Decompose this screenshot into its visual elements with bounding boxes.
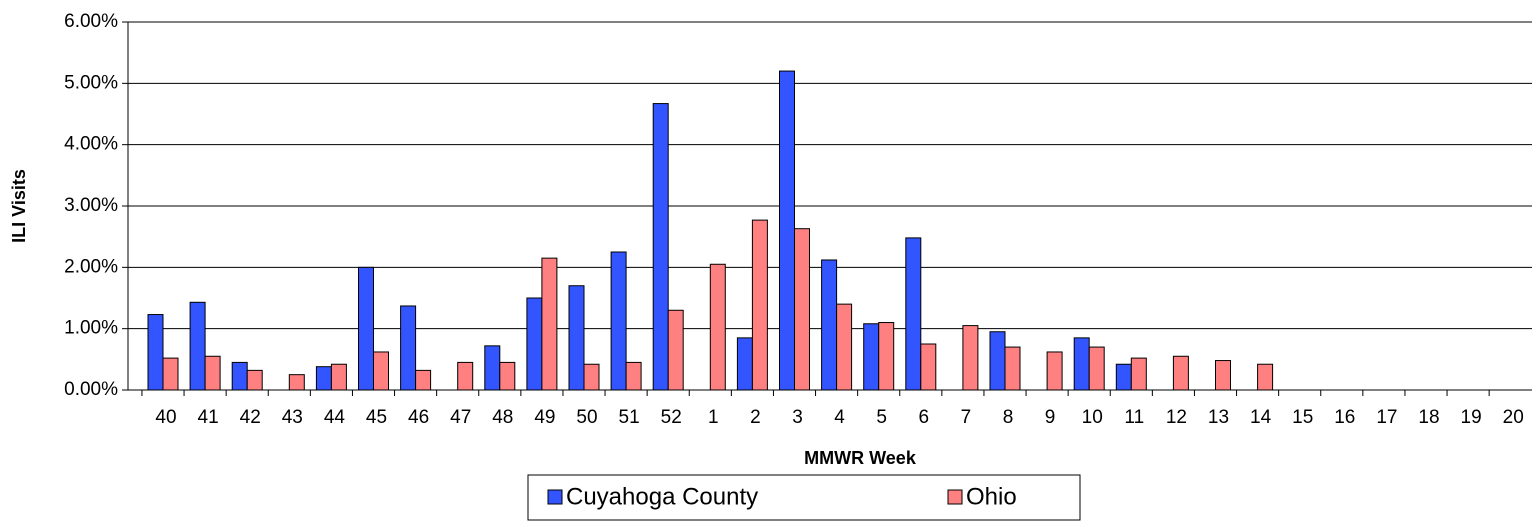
x-tick-label: 44 [324,407,346,428]
bar [652,103,669,391]
bar [751,219,768,391]
x-tick-label: 4 [834,407,845,428]
x-tick-label: 8 [1003,407,1014,428]
x-tick-label: 12 [1166,407,1187,428]
x-tick-label: 18 [1418,407,1439,428]
x-tick-label: 40 [155,407,176,428]
bar [315,366,332,391]
legend [527,474,1081,521]
legend-label: Ohio [966,483,1017,510]
y-tick-label: 3.00% [64,195,118,216]
x-tick-label: 13 [1208,407,1229,428]
bar [1088,346,1105,391]
y-axis-title: ILI Visits [9,169,29,243]
bar [358,266,374,391]
legend-swatch [547,489,563,505]
bar [526,297,543,391]
x-tick-label: 46 [408,407,429,428]
x-tick-label: 48 [492,407,513,428]
bar [610,251,627,391]
x-tick-label: 11 [1124,407,1144,428]
bar [1257,363,1274,391]
y-tick-label: 5.00% [64,72,118,93]
x-tick-label: 9 [1045,407,1056,428]
x-tick-label: 49 [534,407,555,428]
x-tick-label: 2 [750,407,761,428]
bar [1004,346,1021,391]
bar [709,263,726,391]
bar [330,363,347,391]
bar [1172,355,1189,391]
x-axis-title: MMWR Week [804,448,917,468]
bar [905,237,922,391]
bar [1115,363,1132,391]
y-tick-label: 2.00% [64,256,118,277]
y-tick-label: 0.00% [64,379,118,400]
x-tick-label: 43 [282,407,303,428]
bar [147,314,164,391]
y-tick-label: 1.00% [64,318,118,339]
bar [204,355,221,391]
bar [863,323,880,391]
x-tick-label: 7 [961,407,972,428]
bar [583,363,600,391]
bar [373,351,389,391]
x-tick-label: 10 [1082,407,1103,428]
bar [189,301,206,391]
y-tick-label: 6.00% [64,11,118,32]
bar [736,337,753,391]
bar [920,343,937,391]
x-tick-label: 41 [198,407,219,428]
x-tick-label: 47 [450,407,471,428]
x-tick-label: 14 [1250,407,1272,428]
bar [400,305,417,391]
bar [231,361,248,391]
bar [667,309,684,391]
x-tick-label: 42 [240,407,261,428]
x-tick-label: 6 [919,407,930,428]
x-tick-label: 51 [619,407,640,428]
x-tick-label: 45 [366,407,387,428]
bar [625,361,642,391]
legend-swatch [947,489,963,505]
x-tick-label: 16 [1334,407,1355,428]
bar [541,257,558,391]
bar [162,357,179,391]
x-tick-label: 1 [708,407,719,428]
bar [836,303,853,391]
bar [288,374,305,391]
bar [484,345,501,391]
bar [246,369,263,391]
legend-label: Cuyahoga County [566,483,758,510]
x-tick-label: 5 [876,407,887,428]
x-tick-label: 19 [1461,407,1482,428]
bar [821,259,838,391]
bar [1130,357,1147,391]
bar [779,70,795,391]
x-tick-label: 52 [661,407,682,428]
bar [415,369,432,391]
bar [568,285,585,391]
bar [794,228,810,391]
x-tick-label: 15 [1292,407,1313,428]
x-tick-label: 17 [1376,407,1397,428]
bar [457,361,474,391]
bar [1215,360,1231,391]
bar [1073,337,1090,391]
x-tick-label: 50 [576,407,597,428]
bar [1046,351,1063,391]
bar [962,325,979,391]
x-tick-label: 20 [1503,407,1524,428]
bar [878,322,895,391]
y-tick-label: 4.00% [64,134,118,155]
bar [989,331,1006,391]
x-tick-label: 3 [792,407,803,428]
bar [499,361,516,391]
